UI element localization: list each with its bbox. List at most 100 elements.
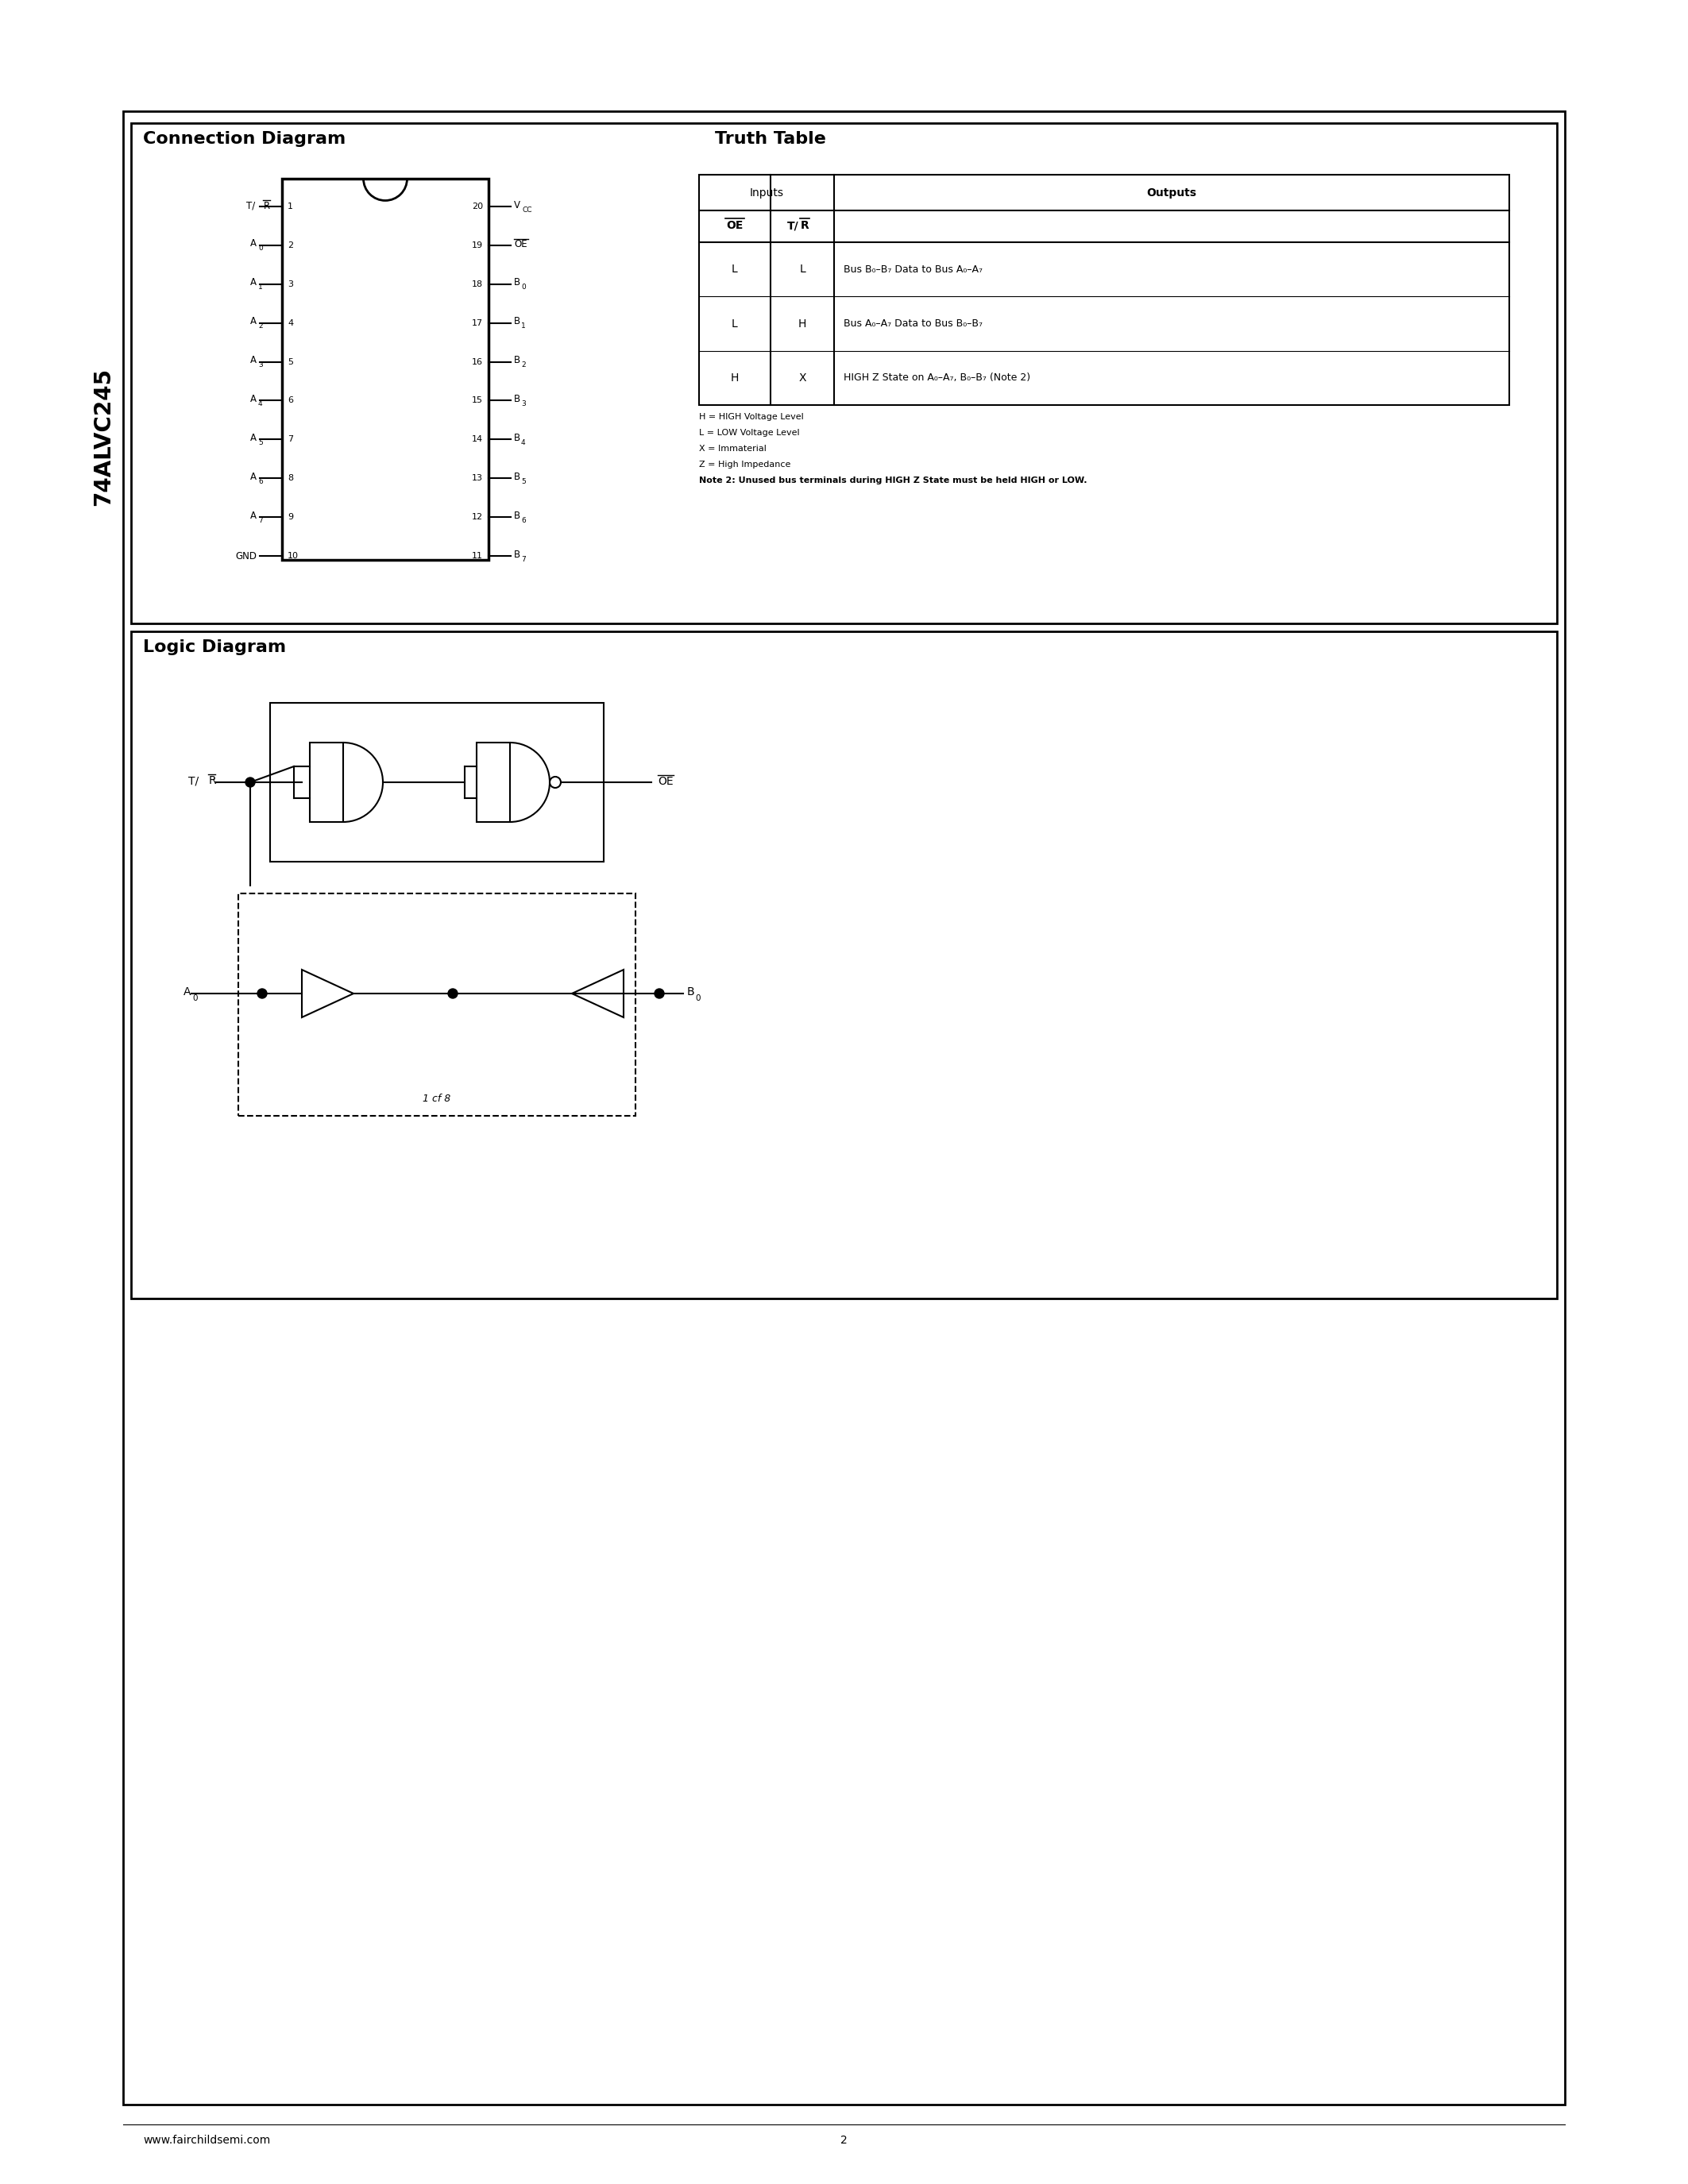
Text: Truth Table: Truth Table	[716, 131, 825, 146]
Text: 17: 17	[471, 319, 483, 328]
Polygon shape	[572, 970, 623, 1018]
Text: 1: 1	[287, 203, 294, 210]
Text: X = Immaterial: X = Immaterial	[699, 446, 766, 452]
Text: 9: 9	[287, 513, 294, 522]
Text: V: V	[513, 199, 520, 210]
Text: OE: OE	[513, 240, 527, 249]
Bar	[311, 743, 343, 821]
Text: B: B	[513, 472, 520, 483]
Text: B: B	[513, 548, 520, 559]
Text: 6: 6	[258, 478, 263, 485]
Text: Note 2: Unused bus terminals during HIGH Z State must be held HIGH or LOW.: Note 2: Unused bus terminals during HIGH…	[699, 476, 1087, 485]
Text: B: B	[513, 277, 520, 288]
Text: 0: 0	[695, 994, 701, 1002]
Text: 4: 4	[258, 400, 263, 408]
Bar	[699, 175, 1509, 404]
Text: 1: 1	[522, 323, 525, 330]
Circle shape	[245, 778, 255, 786]
Text: X: X	[798, 371, 807, 384]
Text: A: A	[182, 987, 191, 998]
Text: B: B	[513, 393, 520, 404]
Text: Outputs: Outputs	[1146, 188, 1197, 199]
Text: OE: OE	[726, 221, 743, 232]
Text: 0: 0	[258, 245, 263, 251]
Text: B: B	[513, 317, 520, 328]
Text: 3: 3	[258, 360, 263, 369]
Text: CC: CC	[522, 205, 532, 214]
Text: H = HIGH Voltage Level: H = HIGH Voltage Level	[699, 413, 803, 422]
Text: Bus B₀–B₇ Data to Bus A₀–A₇: Bus B₀–B₇ Data to Bus A₀–A₇	[844, 264, 982, 275]
Text: A: A	[250, 238, 257, 249]
Text: B: B	[513, 432, 520, 443]
Text: R: R	[209, 775, 216, 786]
Text: 12: 12	[471, 513, 483, 522]
Text: Logic Diagram: Logic Diagram	[143, 640, 285, 655]
Circle shape	[447, 989, 457, 998]
Text: Bus A₀–A₇ Data to Bus B₀–B₇: Bus A₀–A₇ Data to Bus B₀–B₇	[844, 319, 982, 330]
Text: 5: 5	[287, 358, 294, 365]
Text: 6: 6	[522, 518, 525, 524]
Text: 2: 2	[258, 323, 263, 330]
Text: 16: 16	[473, 358, 483, 365]
Text: B: B	[513, 511, 520, 520]
Text: 7: 7	[258, 518, 263, 524]
Text: 5: 5	[258, 439, 263, 446]
Text: A: A	[250, 317, 257, 328]
Bar	[132, 631, 1556, 1299]
Text: 11: 11	[473, 553, 483, 559]
Bar	[238, 893, 635, 1116]
Text: 15: 15	[473, 397, 483, 404]
Text: 6: 6	[287, 397, 294, 404]
Text: A: A	[250, 277, 257, 288]
Text: L: L	[731, 264, 738, 275]
Text: L = LOW Voltage Level: L = LOW Voltage Level	[699, 428, 800, 437]
Text: 2: 2	[841, 2134, 847, 2147]
Bar	[282, 179, 488, 559]
Bar	[476, 743, 510, 821]
Text: B: B	[687, 987, 695, 998]
Text: 14: 14	[471, 435, 483, 443]
Text: 7: 7	[287, 435, 294, 443]
Bar	[270, 703, 604, 863]
Text: 10: 10	[287, 553, 299, 559]
Bar	[132, 122, 1556, 622]
Text: 1: 1	[258, 284, 263, 290]
Text: T/: T/	[246, 201, 255, 212]
Text: 3: 3	[287, 280, 294, 288]
Text: A: A	[250, 356, 257, 365]
Text: Z = High Impedance: Z = High Impedance	[699, 461, 790, 470]
Text: Connection Diagram: Connection Diagram	[143, 131, 346, 146]
Circle shape	[655, 989, 663, 998]
Text: L: L	[798, 264, 805, 275]
Text: H: H	[731, 371, 739, 384]
Text: 0: 0	[522, 284, 525, 290]
Text: 20: 20	[471, 203, 483, 210]
Text: GND: GND	[235, 550, 257, 561]
Text: A: A	[250, 511, 257, 520]
Text: 4: 4	[522, 439, 525, 446]
Text: OE: OE	[658, 775, 674, 786]
Text: 4: 4	[287, 319, 294, 328]
Text: 19: 19	[471, 242, 483, 249]
Text: R: R	[263, 201, 270, 212]
Text: A: A	[250, 432, 257, 443]
Text: HIGH Z State on A₀–A₇, B₀–B₇ (Note 2): HIGH Z State on A₀–A₇, B₀–B₇ (Note 2)	[844, 373, 1030, 382]
Text: 18: 18	[471, 280, 483, 288]
Text: 3: 3	[522, 400, 525, 408]
Text: R: R	[800, 221, 809, 232]
Text: 74ALVC245: 74ALVC245	[93, 367, 115, 507]
Text: 5: 5	[522, 478, 525, 485]
Text: A: A	[250, 393, 257, 404]
Text: T/: T/	[187, 775, 199, 786]
Circle shape	[257, 989, 267, 998]
Text: 0: 0	[192, 994, 197, 1002]
Text: A: A	[250, 472, 257, 483]
Text: 13: 13	[473, 474, 483, 483]
Bar	[123, 111, 1565, 2105]
Text: 8: 8	[287, 474, 294, 483]
Text: L: L	[731, 319, 738, 330]
Text: 1 cf 8: 1 cf 8	[424, 1094, 451, 1103]
Text: Inputs: Inputs	[749, 188, 783, 199]
Text: T/: T/	[787, 221, 798, 232]
Text: 2: 2	[287, 242, 294, 249]
